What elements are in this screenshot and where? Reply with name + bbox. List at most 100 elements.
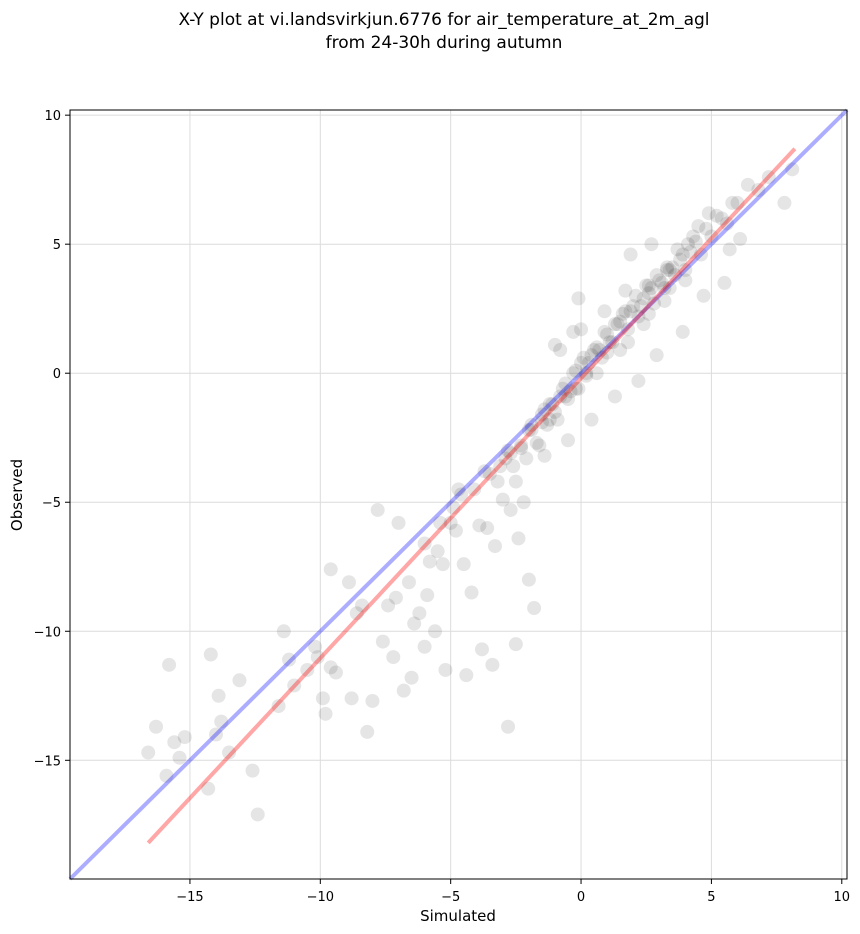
scatter-point	[456, 557, 471, 572]
scatter-point	[149, 719, 164, 734]
scatter-point	[641, 286, 656, 301]
scatter-point	[618, 304, 633, 319]
scatter-point	[657, 281, 672, 296]
scatter-point	[430, 544, 445, 559]
scatter-point	[177, 730, 192, 745]
scatter-point	[493, 459, 508, 474]
scatter-point	[417, 536, 432, 551]
x-axis: −15 −10 −5 0 5 10	[176, 879, 850, 905]
scatter-point	[232, 673, 247, 688]
scatter-point	[636, 291, 651, 306]
scatter-point	[777, 195, 792, 210]
scatter-point	[401, 575, 416, 590]
scatter-point	[574, 355, 589, 370]
scatter-point	[641, 306, 656, 321]
x-tick-label: 0	[577, 890, 585, 905]
scatter-point	[474, 642, 489, 657]
fit-lines	[68, 108, 849, 881]
scatter-point	[657, 293, 672, 308]
scatter-point	[446, 500, 461, 515]
scatter-point	[388, 590, 403, 605]
scatter-point	[600, 345, 615, 360]
scatter-point	[623, 247, 638, 262]
scatter-point	[740, 177, 755, 192]
scatter-point	[610, 317, 625, 332]
scatter-point	[511, 531, 526, 546]
scatter-point	[435, 557, 450, 572]
scatter-point	[725, 195, 740, 210]
scatter-point	[730, 195, 745, 210]
scatter-point	[571, 381, 586, 396]
scatter-point	[211, 688, 226, 703]
scatter-point	[576, 350, 591, 365]
scatter-point	[490, 474, 505, 489]
scatter-point	[631, 309, 646, 324]
scatter-point	[524, 422, 539, 437]
scatter-point	[542, 412, 557, 427]
y-tick-label: 10	[44, 109, 61, 124]
scatter-point	[360, 724, 375, 739]
scatter-point	[589, 340, 604, 355]
scatter-point	[310, 650, 325, 665]
scatter-point	[566, 366, 581, 381]
scatter-point	[636, 317, 651, 332]
scatter-point	[662, 262, 677, 277]
scatter-point	[600, 327, 615, 342]
scatter-point	[613, 342, 628, 357]
scatter-point	[647, 296, 662, 311]
scatter-point	[607, 389, 622, 404]
scatter-point	[665, 260, 680, 275]
scatter-point	[443, 515, 458, 530]
scatter-point	[699, 221, 714, 236]
scatter-point	[498, 451, 513, 466]
scatter-point	[381, 598, 396, 613]
scatter-point	[540, 417, 555, 432]
scatter-point	[592, 342, 607, 357]
scatter-point	[688, 234, 703, 249]
scatter-point	[341, 575, 356, 590]
scatter-point	[323, 562, 338, 577]
scatter-point	[720, 216, 735, 231]
scatter-point	[660, 262, 675, 277]
plot-frame	[69, 109, 848, 880]
scatter-point	[662, 281, 677, 296]
scatter-point	[529, 435, 544, 450]
scatter-point	[459, 668, 474, 683]
scatter-point	[644, 237, 659, 252]
scatter-point	[693, 247, 708, 262]
scatter-point	[683, 244, 698, 259]
scatter-point	[464, 585, 479, 600]
scatter-point	[391, 515, 406, 530]
scatter-point	[568, 363, 583, 378]
scatter-point	[503, 446, 518, 461]
scatter-point	[678, 262, 693, 277]
y-axis: −15 −10 −5 0 5 10	[34, 109, 70, 769]
scatter-point	[704, 229, 719, 244]
scatter-point	[503, 502, 518, 517]
scatter-point	[407, 616, 422, 631]
scatter-point	[521, 572, 536, 587]
scatter-point	[323, 660, 338, 675]
scatter-point	[654, 275, 669, 290]
scatter-point	[660, 260, 675, 275]
scatter-point	[300, 662, 315, 677]
scatter-point	[626, 299, 641, 314]
scatter-point	[714, 211, 729, 226]
scatter-point	[670, 242, 685, 257]
scatter-point	[547, 404, 562, 419]
scatter-point	[761, 170, 776, 185]
scatter-point	[495, 492, 510, 507]
scatter-point	[602, 335, 617, 350]
scatter-point	[370, 502, 385, 517]
scatter-point	[365, 693, 380, 708]
x-tick-label: −15	[176, 890, 203, 905]
scatter-point	[451, 482, 466, 497]
scatter-point	[555, 381, 570, 396]
scatter-point	[675, 324, 690, 339]
identity-line	[68, 108, 849, 881]
scatter-point	[631, 373, 646, 388]
scatter-point	[579, 366, 594, 381]
scatter-point	[597, 304, 612, 319]
scatter-point	[519, 451, 534, 466]
